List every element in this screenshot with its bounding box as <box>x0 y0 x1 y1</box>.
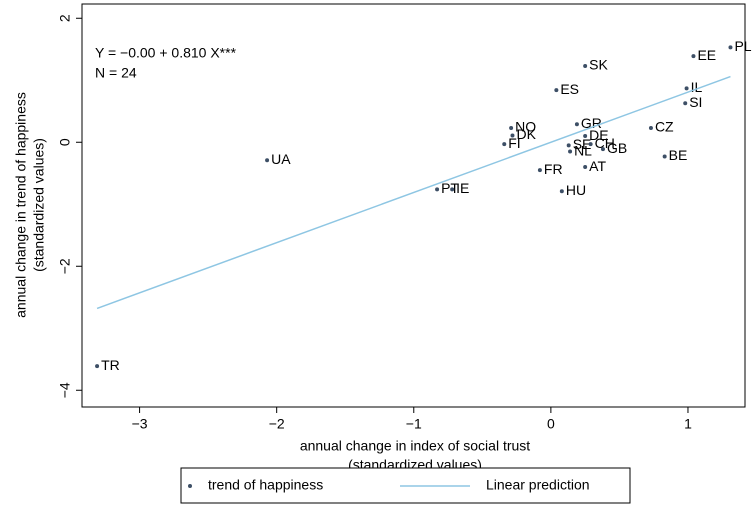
x-tick-label: −2 <box>269 416 285 432</box>
point-label: CH <box>595 135 615 151</box>
point <box>691 54 696 59</box>
y-tick-label: 0 <box>57 138 73 146</box>
point <box>683 101 688 106</box>
point-label: DK <box>516 126 536 142</box>
y-tick-label: 2 <box>57 14 73 22</box>
point <box>502 142 507 147</box>
point-label: HU <box>566 182 586 198</box>
point-label: CZ <box>655 119 674 135</box>
x-tick-label: 0 <box>547 416 555 432</box>
point <box>509 126 514 130</box>
point <box>537 168 542 173</box>
point-label: TR <box>101 357 120 373</box>
point-label: EE <box>697 47 716 63</box>
point-label: SE <box>573 136 592 152</box>
y-tick-label: −2 <box>57 258 73 274</box>
legend-label: Linear prediction <box>486 477 590 493</box>
point-label: FR <box>544 161 563 177</box>
point <box>450 187 455 192</box>
point-label: PT <box>441 180 459 196</box>
point-label: AT <box>589 158 606 174</box>
point-label: IE <box>456 180 469 196</box>
point <box>574 122 579 127</box>
point <box>662 154 667 159</box>
point-label: ES <box>560 81 579 97</box>
point <box>583 134 588 139</box>
y-axis-title: (standardized values) <box>31 138 47 272</box>
point-label: IL <box>691 79 703 95</box>
point <box>559 189 564 194</box>
point-label: SK <box>589 57 608 73</box>
point <box>566 143 571 148</box>
point-label: NO <box>515 119 536 135</box>
point-label: FI <box>508 135 520 151</box>
x-axis-title: annual change in index of social trust <box>300 438 530 454</box>
plot-frame <box>81 3 746 408</box>
point <box>648 126 653 130</box>
annotation: Y = −0.00 + 0.810 X*** <box>95 45 237 61</box>
point-label: UA <box>271 151 291 167</box>
point <box>588 142 593 147</box>
point <box>600 147 605 152</box>
point-label: PL <box>734 38 751 54</box>
point-label: NL <box>574 142 592 158</box>
point-label: SI <box>689 94 702 110</box>
point <box>510 133 515 138</box>
legend-label: trend of happiness <box>208 477 323 493</box>
point-label: GR <box>581 115 602 131</box>
point-label: BE <box>669 147 688 163</box>
fit-line <box>96 75 731 310</box>
y-axis-title: annual change in trend of happiness <box>13 92 29 318</box>
legend-dot <box>188 484 192 488</box>
point <box>435 187 440 192</box>
point <box>554 88 559 93</box>
point <box>95 364 100 369</box>
point <box>684 86 689 91</box>
annotation: N = 24 <box>95 65 137 81</box>
x-tick-label: 1 <box>684 416 692 432</box>
point-label: GB <box>607 140 627 156</box>
point <box>265 158 270 163</box>
x-tick-label: −1 <box>406 416 422 432</box>
point <box>583 165 588 170</box>
point <box>583 64 588 68</box>
point <box>568 149 573 154</box>
point <box>728 45 733 50</box>
x-tick-label: −3 <box>132 416 148 432</box>
point-label: DE <box>589 127 608 143</box>
y-tick-label: −4 <box>57 382 73 398</box>
